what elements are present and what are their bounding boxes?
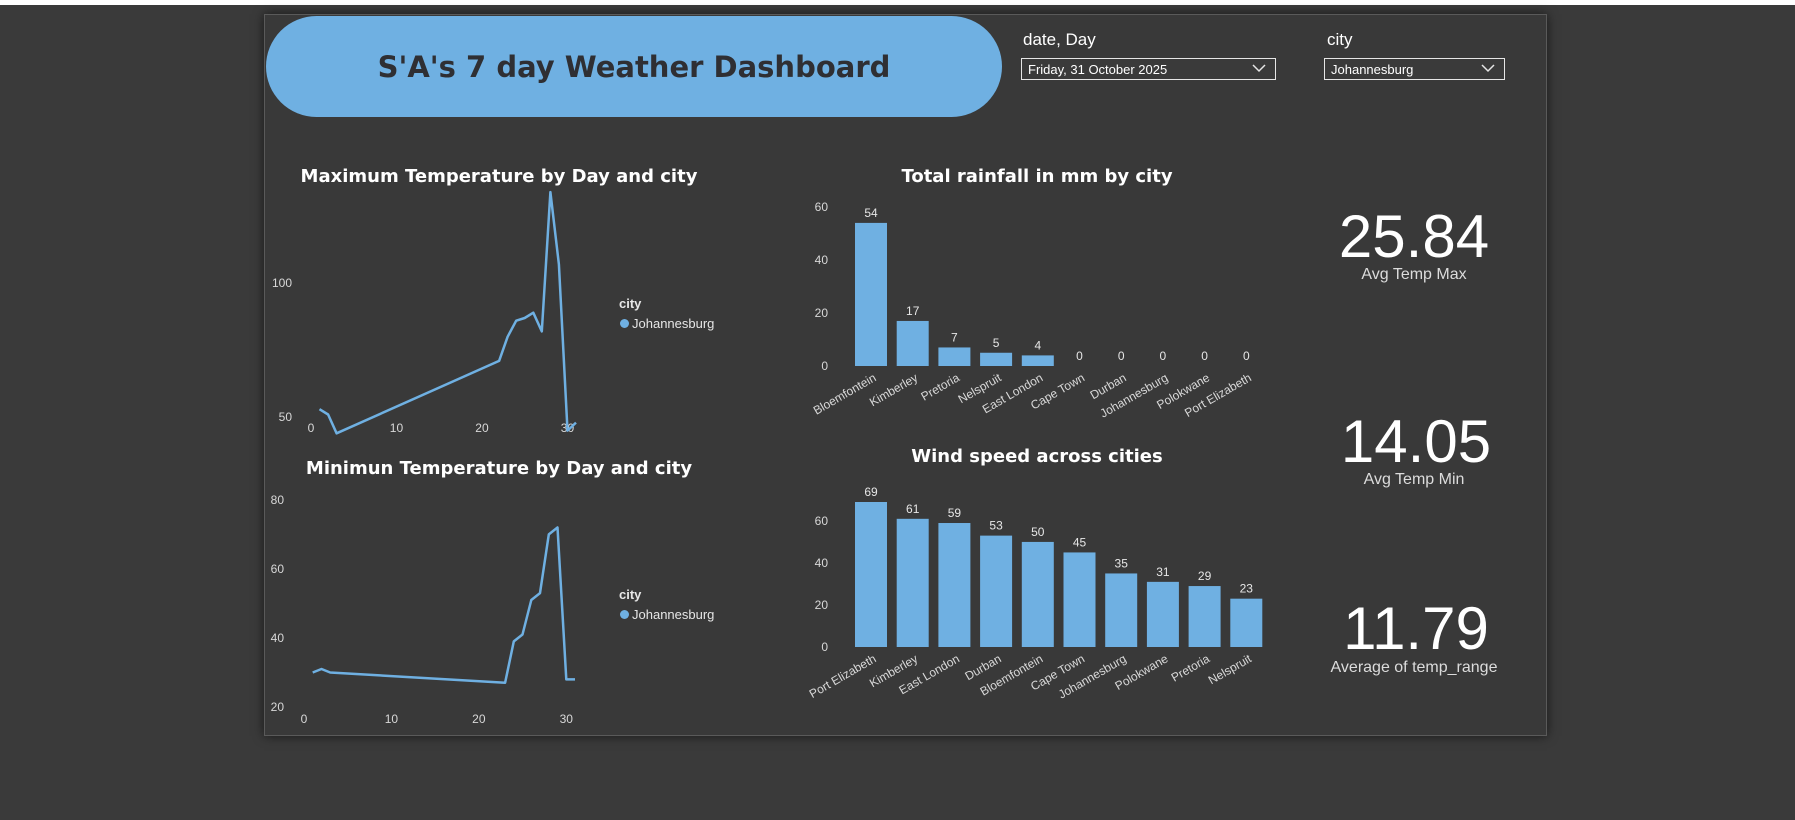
chevron-down-icon [1252,64,1266,73]
max-temp-legend-item[interactable]: Johannesburg [620,316,714,331]
max-temp-legend-title: city [619,296,642,311]
legend-dot-icon [620,610,629,619]
date-slicer-value: Friday, 31 October 2025 [1028,62,1168,77]
max-temp-legend-label: Johannesburg [632,316,715,331]
dashboard-title-banner: S'A's 7 day Weather Dashboard [266,16,1002,117]
avg-temp-max-label: Avg Temp Max [1361,266,1467,283]
max-temp-chart-title: Maximum Temperature by Day and city [300,166,698,187]
avg-temp-max-value: 25.84 [1338,203,1490,270]
avg-temp-min-label: Avg Temp Min [1363,471,1465,488]
chevron-down-icon [1481,64,1495,73]
legend-dot-icon [620,319,629,328]
wind-chart-title: Wind speed across cities [911,446,1163,467]
dashboard-title: S'A's 7 day Weather Dashboard [377,49,891,84]
min-temp-legend-title: city [619,587,642,602]
top-strip [0,0,1795,5]
city-slicer-value: Johannesburg [1331,62,1414,77]
city-slicer-label: city [1327,30,1353,49]
city-slicer-dropdown[interactable]: Johannesburg [1324,58,1505,80]
date-slicer-label: date, Day [1023,30,1096,49]
min-temp-legend-label: Johannesburg [632,607,715,622]
min-temp-chart-title: Minimun Temperature by Day and city [305,458,693,479]
rainfall-chart-title: Total rainfall in mm by city [901,166,1173,187]
avg-temp-range-label: Average of temp_range [1330,659,1498,676]
min-temp-legend-item[interactable]: Johannesburg [620,607,714,622]
avg-temp-range-value: 11.79 [1343,595,1489,662]
avg-temp-min-value: 14.05 [1340,408,1492,475]
date-slicer-dropdown[interactable]: Friday, 31 October 2025 [1021,58,1276,80]
